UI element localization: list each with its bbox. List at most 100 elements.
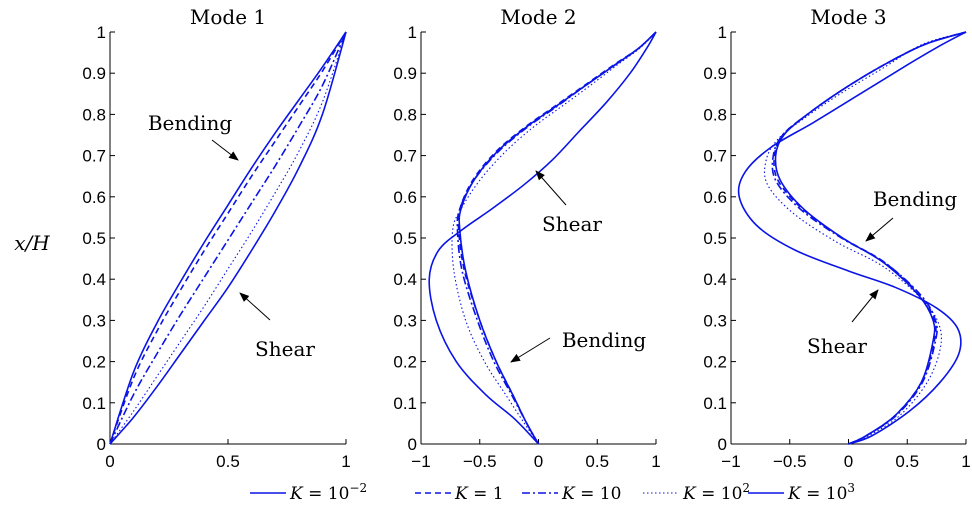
legend-label-value: = 10: [696, 484, 743, 504]
series-line-2: [773, 31, 967, 445]
x-tick-label: 1: [961, 452, 970, 471]
series-line-5: [109, 31, 347, 445]
y-tick-label: 0.4: [393, 270, 417, 289]
x-tick-label: 0.5: [216, 452, 240, 471]
y-tick-label: 0: [718, 435, 727, 454]
x-tick-label: 0.5: [585, 452, 609, 471]
legend-label: K = 1: [454, 484, 504, 504]
annotation-arrow: [535, 170, 567, 206]
y-tick-label: 0.9: [703, 64, 727, 83]
annotation-label: Bending: [148, 111, 232, 135]
x-tick-label: 1: [651, 452, 660, 471]
y-tick-label: 0.3: [703, 311, 727, 330]
x-tick-label: 0: [844, 452, 853, 471]
y-tick-label: 0.9: [393, 64, 417, 83]
legend-label-value: = 10: [303, 484, 350, 504]
annotation-arrow: [851, 289, 879, 323]
panel-2: Mode 2 0 0.1 0.2 0.3 0.4 0.5 0.6 0.7 0.8 0.9 1 −1 −0.…: [393, 5, 660, 471]
y-tick-label: 0.7: [393, 147, 417, 166]
y-tick-label: 0.8: [393, 105, 417, 124]
y-tick-label: 0.1: [703, 394, 727, 413]
series-line-1: [109, 31, 347, 445]
legend-label: K = 102: [682, 481, 750, 504]
legend-label-k: K: [682, 484, 697, 504]
annotation-label: Shear: [255, 337, 315, 361]
annotation-arrow: [239, 292, 271, 321]
series-line-5: [428, 31, 657, 445]
legend-label-value: = 1: [468, 484, 504, 504]
y-tick-label: 0.5: [82, 229, 106, 248]
y-tick-label: 0.5: [703, 229, 727, 248]
annotation-label: Shear: [542, 212, 602, 236]
legend-label: K = 10: [561, 484, 621, 504]
legend-label-k: K: [561, 484, 576, 504]
x-tick-label: 1: [341, 452, 350, 471]
series-line-1: [458, 31, 657, 445]
legend-label-k: K: [787, 484, 802, 504]
y-tick-label: 0.2: [82, 353, 106, 372]
y-tick-label: 0.3: [393, 311, 417, 330]
y-tick-label: 0.6: [82, 188, 106, 207]
legend-label-k: K: [454, 484, 469, 504]
annotation-arrow: [865, 217, 894, 242]
y-tick-label: 0: [408, 435, 417, 454]
legend-label-exponent: −2: [349, 481, 367, 495]
x-tick-label: −0.5: [773, 452, 807, 471]
annotation-label: Bending: [873, 187, 957, 211]
legend-label-exponent: 3: [847, 481, 855, 495]
y-tick-label: 0.2: [393, 353, 417, 372]
y-tick-label: 1: [97, 23, 106, 42]
x-tick-label: −0.5: [463, 452, 497, 471]
series-line-4: [109, 31, 347, 445]
legend-label-value: = 10: [575, 484, 622, 504]
x-tick-label: 0.5: [895, 452, 919, 471]
annotation-label: Shear: [807, 334, 867, 358]
panel-title: Mode 1: [190, 5, 266, 29]
y-axis-label: x/H: [14, 231, 50, 255]
panels: Mode 1 0 0.1 0.2 0.3 0.4 0.5 0.6 0.7 0.8 0.9 1 0 0.5 1…: [82, 5, 970, 471]
annotation-arrow: [510, 337, 551, 363]
series-line-3: [771, 31, 967, 445]
y-tick-label: 0.1: [82, 394, 106, 413]
panel-title: Mode 3: [810, 5, 886, 29]
y-tick-label: 0.5: [393, 229, 417, 248]
series-line-2: [457, 31, 657, 445]
y-tick-label: 1: [718, 23, 727, 42]
legend-label-value: = 10: [801, 484, 848, 504]
y-tick-label: 1: [408, 23, 417, 42]
x-tick-label: −1: [411, 452, 430, 471]
y-tick-label: 0: [97, 435, 106, 454]
y-tick-label: 0.3: [82, 311, 106, 330]
y-tick-label: 0.8: [82, 105, 106, 124]
series-line-3: [456, 31, 657, 445]
series-line-5: [737, 31, 967, 445]
legend-label: K = 10−2: [289, 481, 367, 504]
y-tick-label: 0.6: [703, 188, 727, 207]
annotation-label: Bending: [562, 328, 646, 352]
panel-1: Mode 1 0 0.1 0.2 0.3 0.4 0.5 0.6 0.7 0.8 0.9 1 0 0.5 1…: [82, 5, 350, 471]
panel-title: Mode 2: [500, 5, 576, 29]
y-tick-label: 0.9: [82, 64, 106, 83]
legend-label-exponent: 2: [742, 481, 750, 495]
x-tick-label: −1: [721, 452, 740, 471]
series-line-3: [109, 31, 347, 445]
y-tick-label: 0.2: [703, 353, 727, 372]
y-tick-label: 0.6: [393, 188, 417, 207]
panel-3: Mode 3 0 0.1 0.2 0.3 0.4 0.5 0.6 0.7 0.8 0.9 1 −1 −0.…: [703, 5, 970, 471]
y-tick-label: 0.7: [82, 147, 106, 166]
y-tick-label: 0.4: [82, 270, 106, 289]
series-line-4: [451, 31, 657, 445]
series-line-1: [774, 31, 967, 445]
legend-label-k: K: [289, 484, 304, 504]
y-tick-label: 0.1: [393, 394, 417, 413]
x-tick-label: 0: [105, 452, 114, 471]
x-tick-label: 0: [534, 452, 543, 471]
legend-label: K = 103: [787, 481, 855, 504]
y-tick-label: 0.8: [703, 105, 727, 124]
series-line-4: [763, 31, 967, 445]
y-tick-label: 0.7: [703, 147, 727, 166]
annotation-arrow: [211, 139, 239, 161]
series-line-2: [109, 31, 347, 445]
